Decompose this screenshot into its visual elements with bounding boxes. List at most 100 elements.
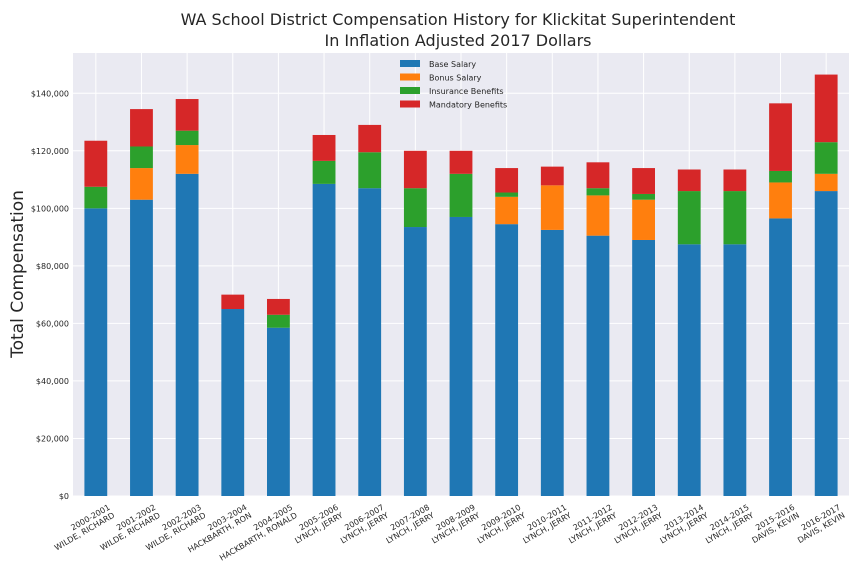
bar-segment-insurance-benefits — [403, 188, 427, 228]
bar-segment-insurance-benefits — [632, 193, 655, 200]
x-tick-label: 2011-2012LYNCH, JERRY — [563, 503, 619, 546]
bar-segment-insurance-benefits — [358, 152, 382, 189]
x-tick-label: 2012-2013LYNCH, JERRY — [608, 503, 664, 546]
bar-segment-insurance-benefits — [175, 130, 199, 146]
bar-segment-mandatory-benefits — [586, 162, 610, 189]
bar-segment-bonus-salary — [540, 185, 564, 230]
bar-segment-base-salary — [312, 183, 336, 497]
bar-segment-mandatory-benefits — [677, 169, 701, 192]
bar-segment-insurance-benefits — [677, 191, 701, 245]
x-tick-label: 2009-2010LYNCH, JERRY — [471, 503, 527, 546]
bar-segment-mandatory-benefits — [175, 99, 199, 131]
bar-segment-bonus-salary — [814, 173, 838, 192]
bar-segment-base-salary — [769, 218, 792, 497]
bar-segment-mandatory-benefits — [814, 74, 838, 143]
bar-segment-bonus-salary — [175, 145, 199, 174]
legend-label: Bonus Salary — [429, 74, 482, 83]
bar-segment-base-salary — [495, 224, 519, 496]
x-tick-text: 2013-2014LYNCH, JERRY — [654, 503, 710, 546]
chart-subtitle: In Inflation Adjusted 2017 Dollars — [324, 31, 591, 50]
bar-segment-bonus-salary — [769, 182, 792, 219]
bar-segment-base-salary — [130, 199, 153, 496]
bar-segment-insurance-benefits — [769, 170, 792, 183]
bar-segment-base-salary — [84, 208, 108, 497]
bar-segment-mandatory-benefits — [403, 150, 427, 189]
y-tick-label: $140,000 — [31, 89, 69, 98]
bar-segment-insurance-benefits — [130, 146, 153, 169]
bar-segment-mandatory-benefits — [130, 109, 153, 147]
legend-swatch — [400, 87, 420, 94]
bar-segment-base-salary — [403, 227, 427, 497]
bar-segment-base-salary — [358, 188, 382, 496]
bars-group — [84, 74, 838, 497]
x-tick-text: 2010-2011LYNCH, JERRY — [517, 503, 573, 546]
bar-segment-base-salary — [175, 173, 199, 496]
bar-segment-base-salary — [677, 244, 701, 496]
x-tick-text: 2009-2010LYNCH, JERRY — [471, 503, 527, 546]
x-tick-label: 2008-2009LYNCH, JERRY — [426, 503, 482, 546]
x-tick-text: 2008-2009LYNCH, JERRY — [426, 503, 482, 546]
bar-segment-insurance-benefits — [814, 142, 838, 174]
bar-segment-bonus-salary — [130, 168, 153, 200]
bar-segment-insurance-benefits — [495, 192, 519, 197]
y-tick-labels: $0 $20,000 $40,000 $60,000 $80,000 $100,000 $1… — [31, 89, 69, 501]
x-tick-label: 2006-2007LYNCH, JERRY — [334, 503, 390, 546]
bar-segment-insurance-benefits — [723, 191, 747, 245]
y-tick-label: $60,000 — [36, 319, 69, 328]
bar-segment-mandatory-benefits — [723, 169, 747, 192]
bar-segment-bonus-salary — [495, 196, 519, 225]
x-tick-text: 2005-2006LYNCH, JERRY — [289, 503, 345, 546]
bar-segment-base-salary — [723, 244, 747, 496]
chart-title: WA School District Compensation History … — [181, 10, 736, 29]
x-tick-text: 2011-2012LYNCH, JERRY — [563, 503, 619, 546]
bar-segment-base-salary — [267, 327, 290, 496]
bar-segment-base-salary — [632, 239, 655, 496]
bar-segment-mandatory-benefits — [221, 294, 245, 310]
bar-segment-mandatory-benefits — [769, 103, 792, 171]
x-tick-text: 2007-2008LYNCH, JERRY — [380, 503, 436, 546]
bar-segment-mandatory-benefits — [84, 140, 108, 187]
y-tick-label: $0 — [59, 492, 69, 501]
x-tick-text: 2015-2016DAVIS, KEVIN — [746, 503, 801, 545]
bar-segment-base-salary — [586, 235, 610, 496]
bar-segment-mandatory-benefits — [495, 168, 519, 193]
legend: Base Salary Bonus Salary Insurance Benefit… — [400, 60, 507, 110]
x-tick-label: 2016-2017DAVIS, KEVIN — [791, 503, 846, 545]
bar-segment-base-salary — [540, 229, 564, 496]
legend-swatch — [400, 60, 420, 67]
bar-segment-insurance-benefits — [312, 160, 336, 184]
bar-segment-mandatory-benefits — [540, 166, 564, 186]
y-tick-label: $20,000 — [36, 434, 69, 443]
legend-label: Base Salary — [429, 60, 476, 69]
x-tick-label: 2007-2008LYNCH, JERRY — [380, 503, 436, 546]
y-tick-label: $40,000 — [36, 377, 69, 386]
bar-segment-insurance-benefits — [84, 186, 108, 209]
bar-segment-mandatory-benefits — [632, 168, 655, 194]
y-tick-label: $120,000 — [31, 147, 69, 156]
x-tick-label: 2013-2014LYNCH, JERRY — [654, 503, 710, 546]
y-tick-label: $80,000 — [36, 262, 69, 271]
legend-swatch — [400, 100, 420, 108]
bar-segment-base-salary — [221, 309, 245, 496]
bar-segment-base-salary — [449, 216, 473, 496]
legend-label: Mandatory Benefits — [429, 101, 507, 110]
bar-segment-insurance-benefits — [449, 173, 473, 217]
bar-segment-insurance-benefits — [586, 188, 610, 196]
x-tick-text: 2006-2007LYNCH, JERRY — [334, 503, 390, 546]
x-tick-text: 2016-2017DAVIS, KEVIN — [791, 503, 846, 545]
x-tick-text: 2014-2015LYNCH, JERRY — [700, 503, 756, 546]
bar-segment-bonus-salary — [586, 195, 610, 236]
x-tick-label: 2005-2006LYNCH, JERRY — [289, 503, 345, 546]
x-tick-label: 2015-2016DAVIS, KEVIN — [746, 503, 801, 545]
bar-segment-base-salary — [814, 191, 838, 496]
bar-segment-mandatory-benefits — [358, 124, 382, 153]
y-tick-label: $100,000 — [31, 204, 69, 213]
bar-segment-bonus-salary — [632, 199, 655, 240]
legend-swatch — [400, 73, 420, 81]
bar-segment-mandatory-benefits — [267, 298, 290, 315]
x-tick-text: 2012-2013LYNCH, JERRY — [608, 503, 664, 546]
y-axis-label: Total Compensation — [8, 190, 28, 359]
